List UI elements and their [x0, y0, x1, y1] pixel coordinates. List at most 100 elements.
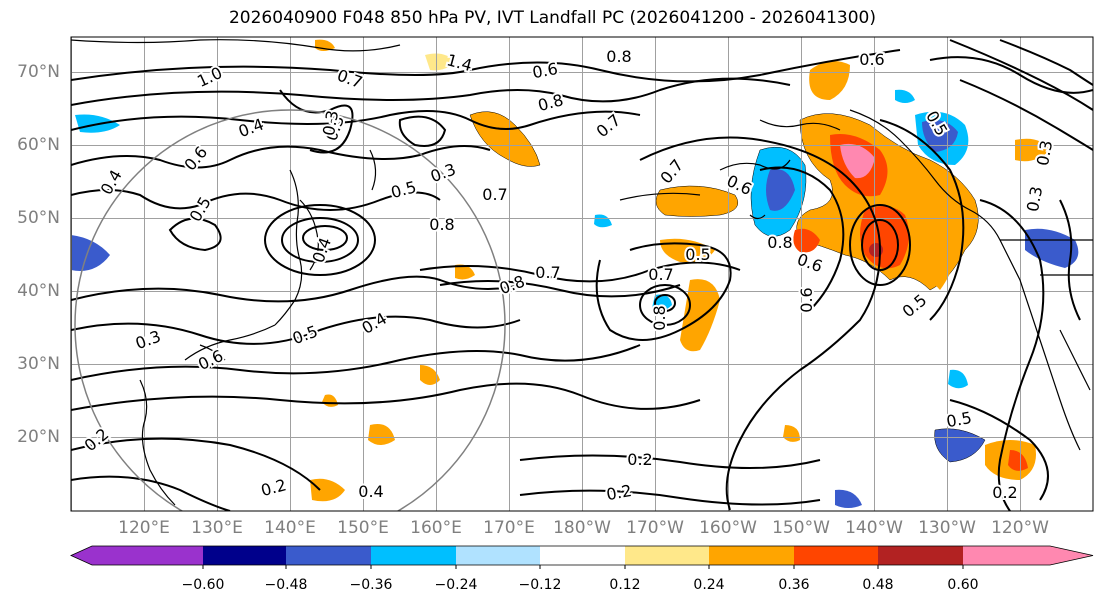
lon-tick-label: 150°W	[772, 518, 830, 538]
pv-positive-region	[1015, 138, 1050, 162]
pv-negative-region	[895, 89, 915, 103]
colorbar-tick-label: −0.48	[264, 577, 308, 593]
lon-tick-label: 140°W	[845, 518, 903, 538]
contour-label: 0.8	[429, 215, 454, 234]
lon-tick-label: 170°W	[626, 518, 684, 538]
colorbar-bin	[878, 546, 963, 565]
pv-negative-core	[766, 169, 795, 211]
pv-positive-region	[368, 424, 395, 445]
contour-label: 0.4	[358, 482, 383, 501]
contour-label: 0.2	[605, 481, 633, 504]
pv-positive-core	[1008, 450, 1028, 471]
reference-circle	[74, 109, 506, 511]
contour-label-halo: 0.7	[648, 265, 673, 284]
colorbar-bin	[286, 546, 371, 565]
lat-tick-label: 70°N	[17, 62, 60, 82]
contour-label: 0.5	[945, 408, 973, 431]
colorbar-tick-label: −0.12	[518, 577, 562, 593]
lon-tick-label: 130°E	[191, 518, 243, 538]
contour-label-halo: 0.8	[429, 215, 454, 234]
colorbar-tick-label: 0.48	[862, 577, 894, 593]
colorbar-tick-label: 0.60	[947, 577, 979, 593]
contour-label-halo: 0.7	[482, 185, 507, 204]
lat-tick-label: 60°N	[17, 135, 60, 155]
map-area	[71, 37, 1093, 511]
colorbar-bin	[963, 546, 1050, 565]
contour-label: 0.7	[535, 263, 560, 282]
lon-tick-label: 180°W	[553, 518, 611, 538]
lon-tick-label: 160°E	[410, 518, 462, 538]
lon-tick-label: 150°E	[337, 518, 389, 538]
contour-label: 0.3	[1023, 185, 1046, 213]
pv-positive-region	[680, 279, 720, 352]
contour-label-halo: 0.5	[685, 245, 710, 264]
contour-label-halo: 0.4	[358, 482, 383, 501]
contour-label-halo: 0.6	[797, 287, 816, 312]
contour-label-halo: 0.7	[535, 263, 560, 282]
colorbar-tick-label: 0.12	[609, 577, 641, 593]
ivt-contours	[71, 39, 1093, 511]
contour-label-halo: 0.2	[627, 450, 652, 469]
pv-positive-region	[469, 111, 541, 167]
lon-tick-label: 160°W	[699, 518, 757, 538]
pv-positive-region	[809, 61, 850, 100]
lat-tick-label: 30°N	[17, 354, 60, 374]
colorbar-bin	[92, 546, 203, 565]
map-title: 2026040900 F048 850 hPa PV, IVT Landfall…	[228, 8, 876, 28]
pv-positive-region	[920, 222, 960, 290]
contour-label-halo: 0.8	[606, 47, 631, 66]
lat-tick-label: 20°N	[17, 427, 60, 447]
contour-label: 0.2	[627, 450, 652, 469]
contour-label: 0.7	[648, 265, 673, 284]
colorbar-bin	[456, 546, 540, 565]
colorbar-bin	[709, 546, 794, 565]
lat-tick-label: 50°N	[17, 208, 60, 228]
pv-positive-region	[310, 478, 345, 502]
colorbar-bin	[794, 546, 878, 565]
map-gridlines	[71, 37, 1093, 511]
colorbar-bin	[371, 546, 456, 565]
lon-tick-label: 120°W	[991, 518, 1049, 538]
contour-label: 0.2	[992, 483, 1017, 502]
contour-label: 0.8	[606, 47, 631, 66]
lon-tick-label: 170°E	[483, 518, 535, 538]
coastlines	[71, 39, 1093, 506]
pv-positive-core	[840, 143, 875, 179]
lon-tick-label: 130°W	[918, 518, 976, 538]
contour-label: 0.6	[797, 287, 816, 312]
contour-label-halo: 0.6	[859, 50, 884, 69]
colorbar-high-extend	[1049, 546, 1093, 565]
colorbar-bin	[203, 546, 286, 565]
contour-label-halo: 0.2	[992, 483, 1017, 502]
contour-label-halo: 0.8	[650, 305, 669, 330]
lon-tick-label: 120°E	[118, 518, 170, 538]
colorbar-tick-label: 0.24	[693, 577, 725, 593]
contour-label: 0.5	[685, 245, 710, 264]
lon-tick-label: 140°E	[264, 518, 316, 538]
pv-negative-region	[948, 369, 968, 389]
contour-label: 0.6	[531, 59, 559, 82]
contour-label: 0.3	[319, 109, 342, 137]
lat-tick-label: 40°N	[17, 281, 60, 301]
colorbar-bin	[625, 546, 709, 565]
pv-positive-region	[793, 228, 820, 253]
pv-negative-region	[835, 489, 862, 508]
map-frame	[70, 36, 1094, 512]
contour-label: 0.7	[482, 185, 507, 204]
contour-label-halo: 0.2	[605, 481, 633, 504]
contour-label: 0.3	[1033, 139, 1056, 167]
pv-negative-region	[594, 214, 612, 228]
pv-negative-region	[71, 235, 110, 271]
colorbar-outline	[70, 545, 1094, 566]
colorbar-tick-label: −0.24	[434, 577, 478, 593]
contour-label: 0.6	[859, 50, 884, 69]
contour-label-halo: 0.8	[767, 233, 792, 252]
pv-positive-region	[455, 264, 475, 280]
colorbar-tick-label: −0.60	[181, 577, 225, 593]
contour-label: 0.8	[767, 233, 792, 252]
colorbar-tick-label: 0.36	[778, 577, 810, 593]
pv-negative-core	[922, 119, 958, 152]
pv-positive-region	[425, 53, 455, 71]
colorbar-low-extend	[71, 546, 93, 565]
